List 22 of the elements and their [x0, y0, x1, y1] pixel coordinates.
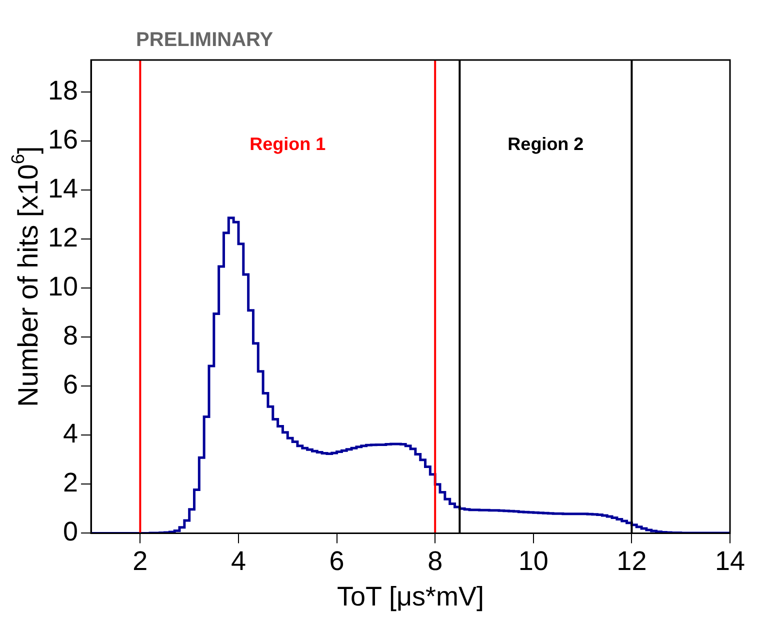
x-tick-label: 6 — [329, 546, 344, 576]
annotation: Region 2 — [508, 134, 584, 154]
annotation: Region 1 — [250, 134, 326, 154]
x-tick-label: 12 — [616, 546, 647, 576]
y-tick-label: 4 — [63, 418, 78, 449]
x-tick-label: 4 — [230, 546, 246, 576]
x-tick-label: 10 — [518, 546, 548, 576]
x-tick-label: 2 — [132, 546, 148, 576]
x-tick-label: 8 — [428, 546, 443, 576]
y-tick-label: 8 — [63, 320, 78, 351]
x-axis-title: ToT [μs*mV] — [336, 581, 484, 612]
y-tick-label: 18 — [48, 75, 78, 106]
y-tick-label: 14 — [48, 173, 78, 204]
y-tick-label: 12 — [48, 222, 78, 252]
y-tick-label: 0 — [63, 516, 78, 547]
y-tick-label: 6 — [63, 370, 78, 400]
y-axis-title: Number of hits [x106] — [8, 146, 44, 407]
y-tick-label: 16 — [48, 124, 78, 154]
y-tick-label: 10 — [48, 271, 78, 302]
x-tick-label: 14 — [714, 546, 746, 576]
y-tick-label: 2 — [63, 468, 78, 498]
text: PRELIMINARY — [136, 29, 274, 51]
